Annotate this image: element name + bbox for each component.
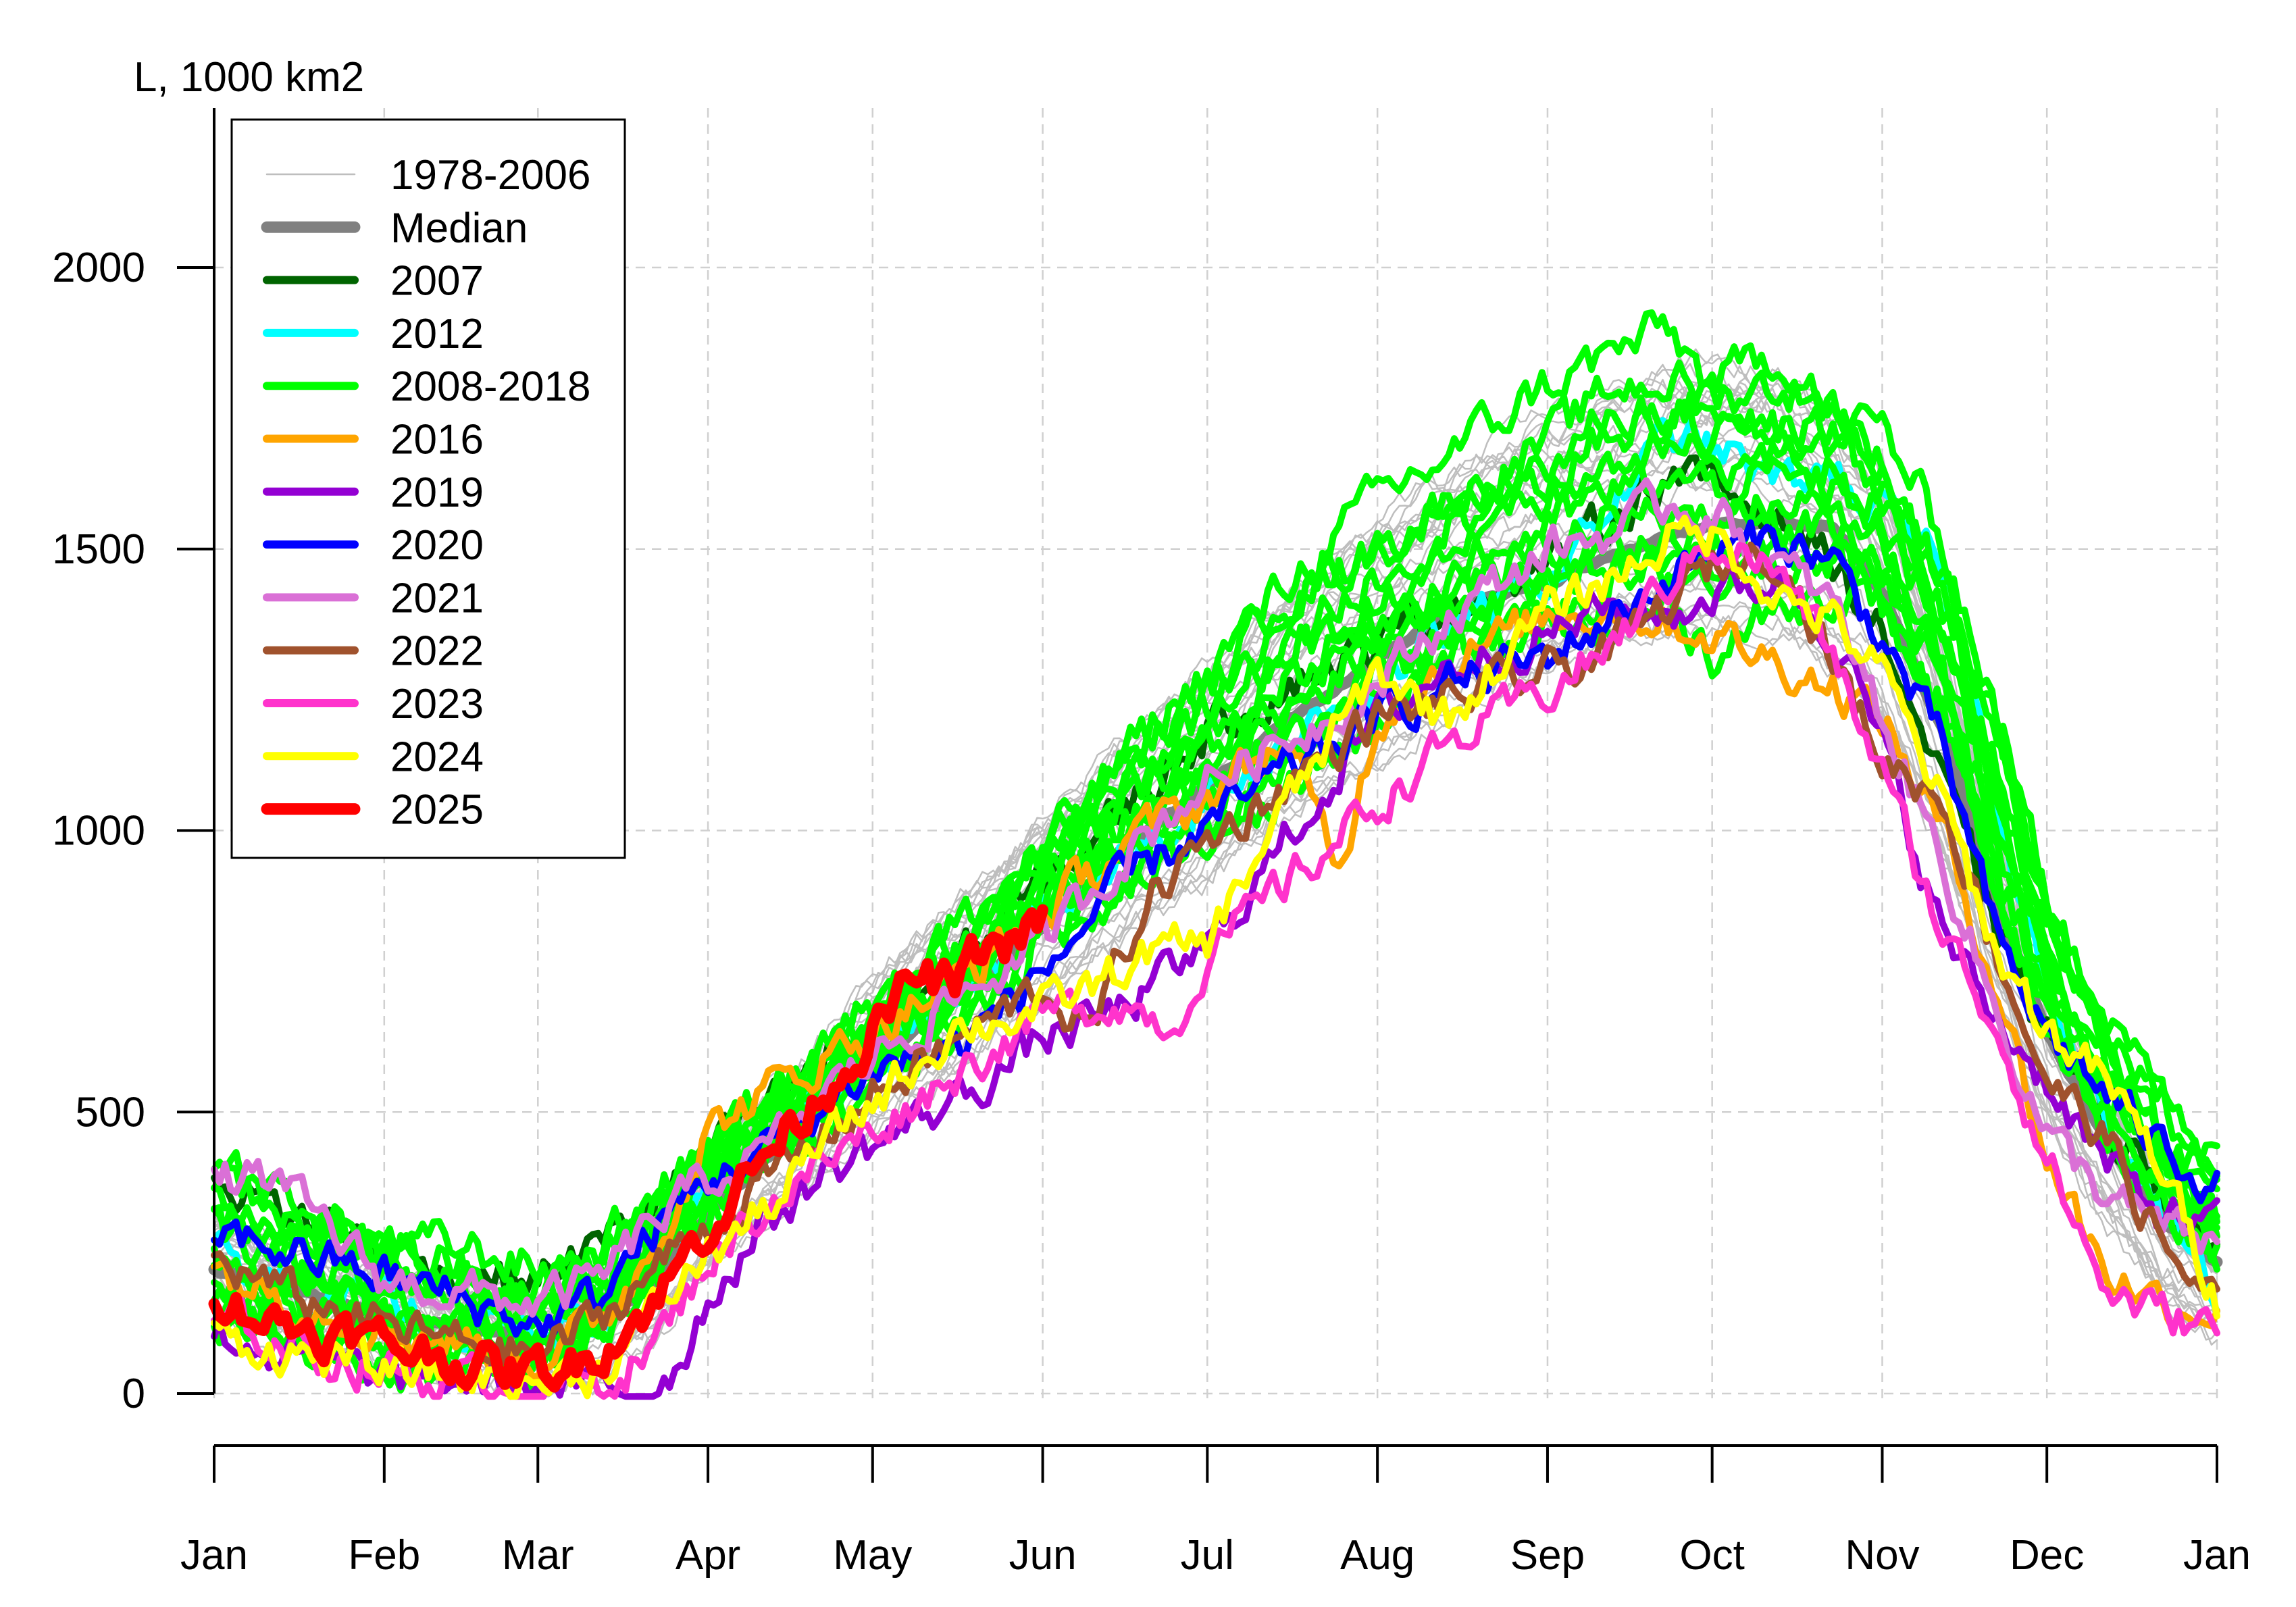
series-2008-2018-line <box>211 309 2220 1285</box>
x-tick-label: Oct <box>1679 1532 1744 1579</box>
x-tick-label: Aug <box>1340 1532 1414 1579</box>
legend-label: 2024 <box>390 734 484 780</box>
x-tick-label: Jul <box>1181 1532 1234 1579</box>
series-2021-line <box>211 477 2220 1318</box>
legend-label: 2012 <box>390 311 484 357</box>
x-tick-label: Jan <box>2183 1532 2251 1579</box>
y-axis-title: L, 1000 km2 <box>134 54 364 101</box>
y-tick-label: 500 <box>76 1089 145 1136</box>
series-1978-2006-line <box>213 617 2218 1398</box>
axes: 0 500 1000 1500 2000 Jan Feb Mar Apr May Jun Jul Aug… <box>52 108 2251 1579</box>
legend-box <box>230 118 626 859</box>
x-tick-label: Mar <box>502 1532 574 1579</box>
y-tick-label: 0 <box>122 1371 145 1417</box>
y-tick-label: 1000 <box>52 808 145 854</box>
x-tick-label: Nov <box>1845 1532 1919 1579</box>
legend-label: 2025 <box>390 787 484 834</box>
legend-label: 2020 <box>390 522 484 569</box>
series-2020-line <box>211 519 2220 1338</box>
y-tick-label: 1500 <box>52 526 145 573</box>
series-2025-line <box>208 904 1049 1393</box>
legend-label: 2016 <box>390 417 484 463</box>
x-tick-label: Sep <box>1510 1532 1585 1579</box>
x-tick-label: Apr <box>675 1532 740 1579</box>
x-tick-label: May <box>833 1532 912 1579</box>
x-tick-label: Dec <box>2010 1532 2084 1579</box>
x-tick-label: Jun <box>1009 1532 1077 1579</box>
legend-label: 1978-2006 <box>390 152 591 199</box>
series-layer <box>208 309 2223 1400</box>
x-tick-label: Jan <box>180 1532 248 1579</box>
legend-label: 2021 <box>390 575 484 621</box>
legend-label: 2008-2018 <box>390 363 591 410</box>
series-2024-line <box>211 514 2220 1400</box>
legend-label: 2022 <box>390 628 484 675</box>
legend: 1978-2006 Median 2007 2012 2008-2018 2016 2019… <box>230 118 626 859</box>
legend-label: 2019 <box>390 469 484 516</box>
x-tick-label: Feb <box>348 1532 420 1579</box>
legend-label: 2007 <box>390 258 484 305</box>
legend-label: Median <box>390 205 528 251</box>
legend-label: 2023 <box>390 681 484 728</box>
y-tick-label: 2000 <box>52 245 145 291</box>
